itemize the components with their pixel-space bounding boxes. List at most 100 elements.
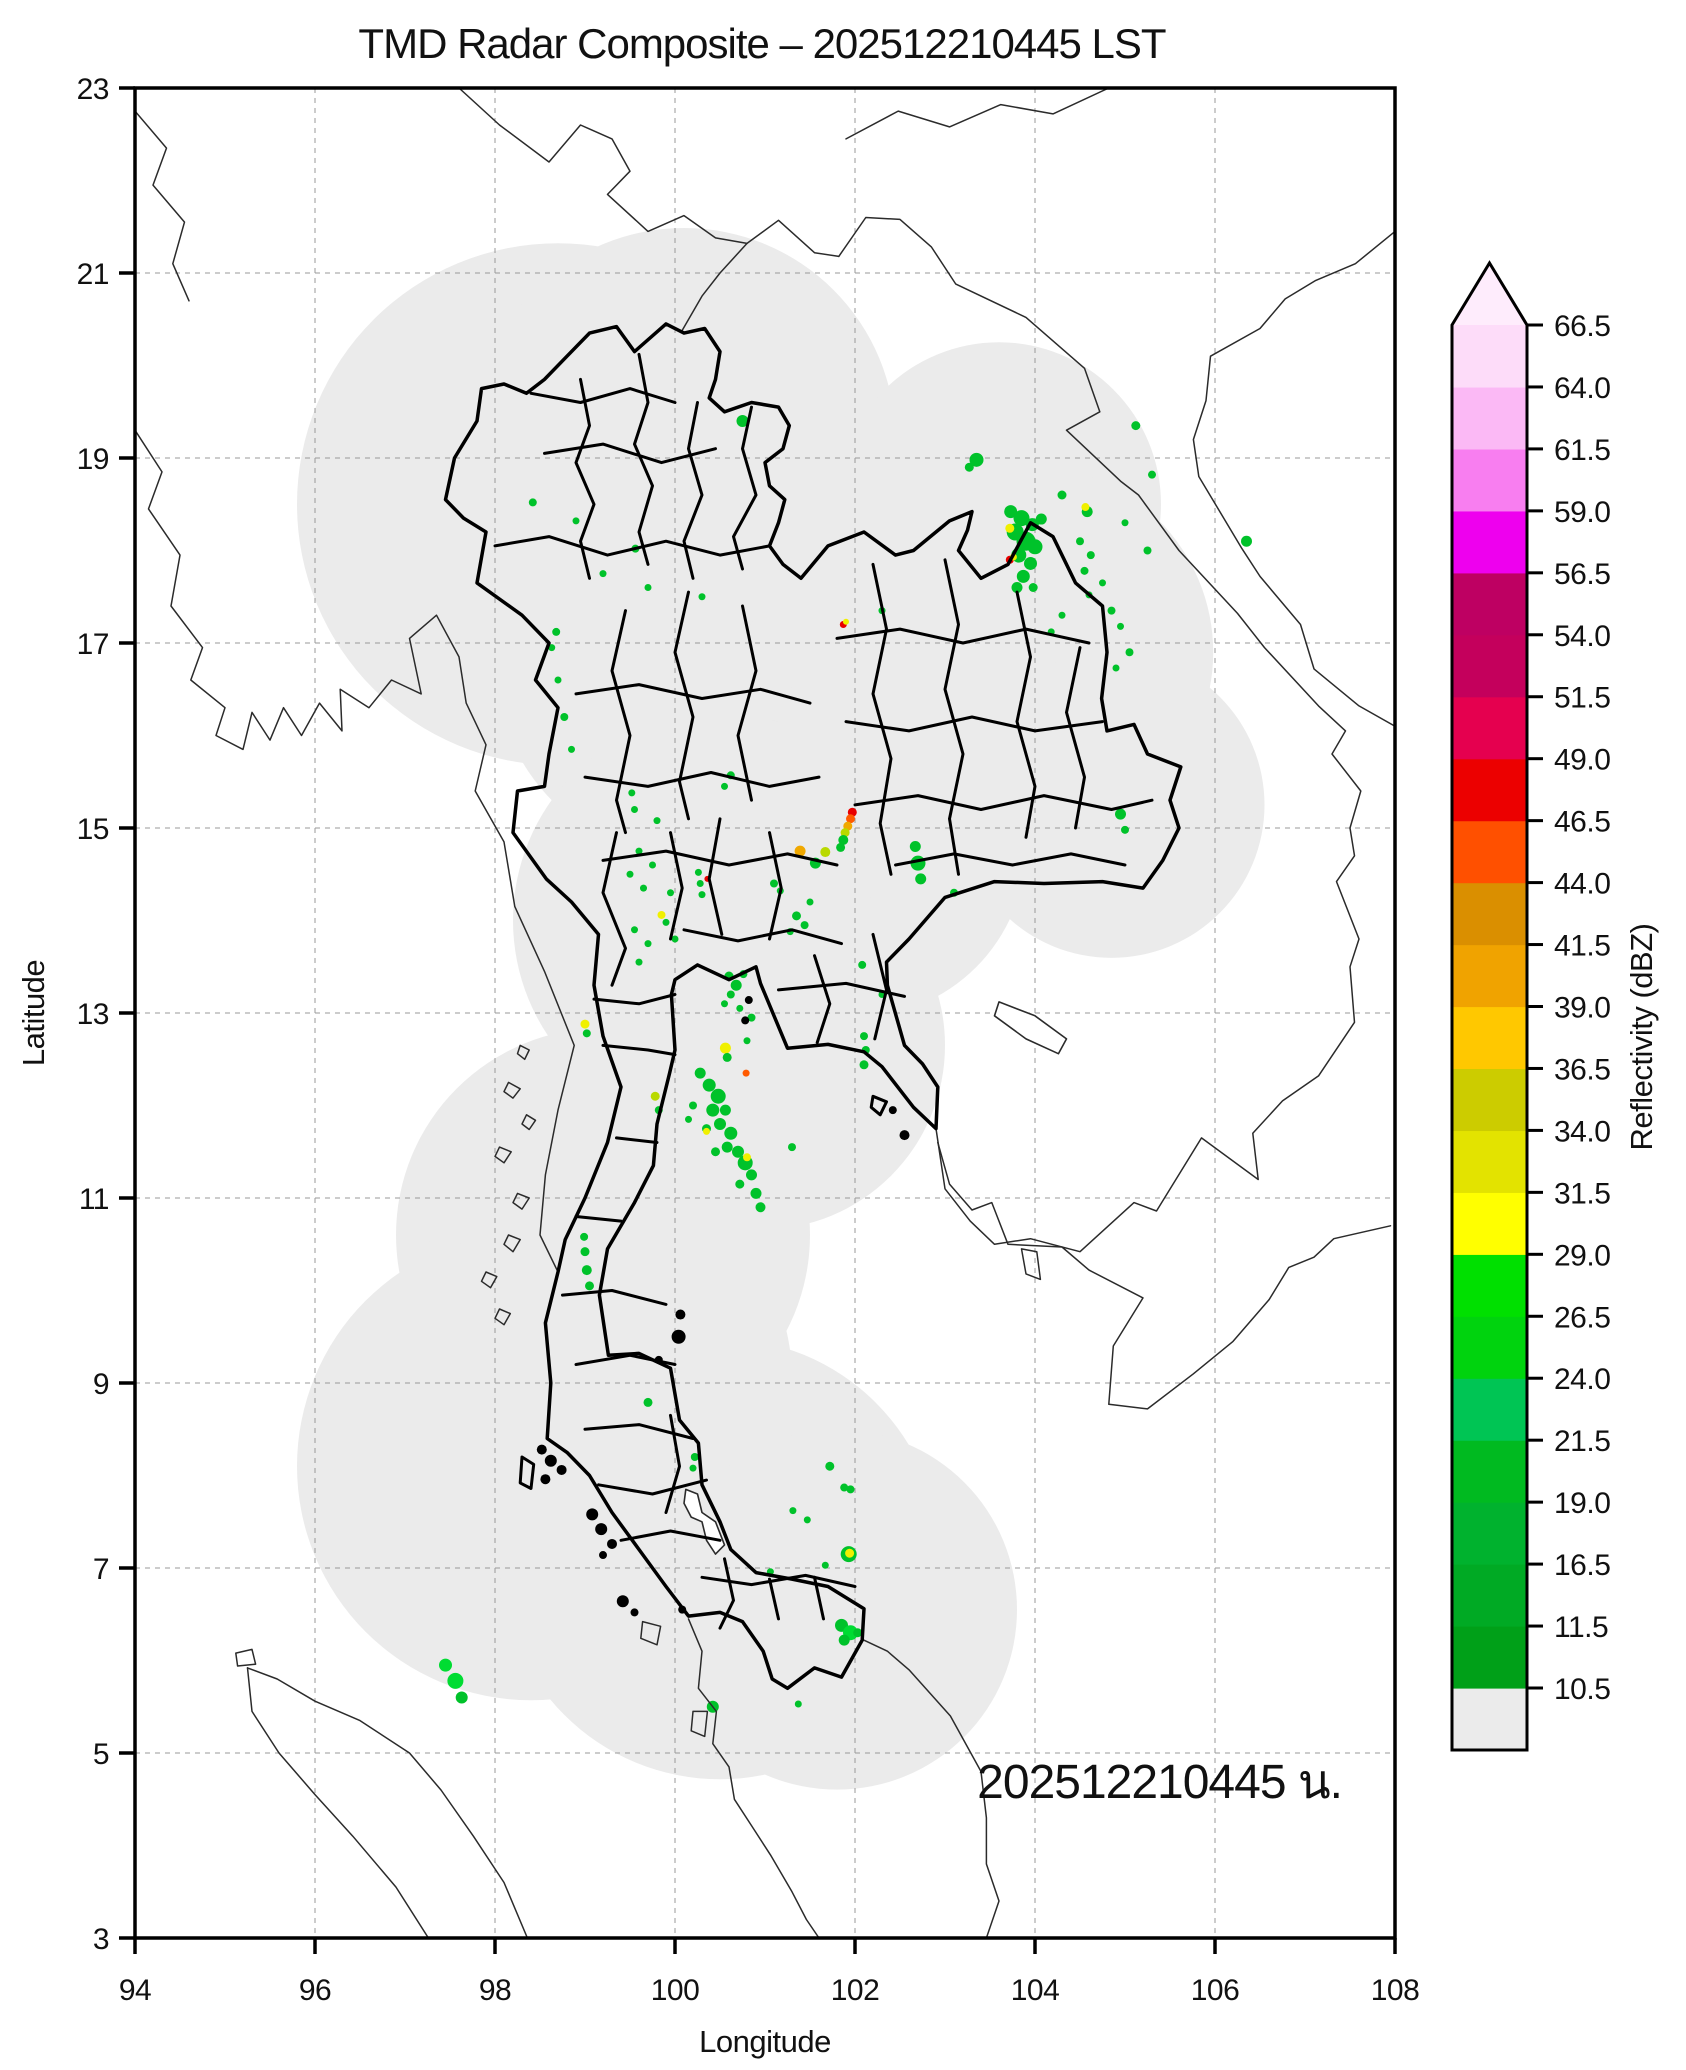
- radar-echo: [1035, 513, 1047, 525]
- radar-echo: [825, 1461, 835, 1471]
- radar-echo: [1131, 421, 1141, 431]
- radar-echo: [836, 842, 846, 852]
- radar-echo: [755, 1202, 766, 1213]
- x-tick-label: 100: [651, 1974, 700, 2007]
- colorbar-tick-label: 26.5: [1554, 1301, 1610, 1334]
- province-border: [601, 849, 839, 867]
- radar-echo: [858, 960, 867, 969]
- radar-echo: [528, 498, 537, 507]
- radar-echo: [1004, 505, 1018, 519]
- island-dot: [671, 1329, 686, 1344]
- lake-outline: [993, 1001, 1068, 1055]
- radar-echo: [859, 1060, 869, 1070]
- radar-echo: [580, 1232, 589, 1241]
- radar-echo: [580, 1019, 590, 1029]
- radar-coverage-circle: [657, 1429, 1017, 1790]
- radar-echo: [696, 880, 704, 887]
- radar-echo: [721, 1000, 728, 1008]
- province-border: [718, 1557, 735, 1630]
- province-border: [592, 993, 677, 1006]
- province-border: [561, 1289, 668, 1306]
- island-outline-thin: [640, 1620, 662, 1646]
- island-outline-thin: [235, 1648, 257, 1667]
- colorbar-segment: [1452, 820, 1527, 884]
- radar-echo: [580, 1247, 590, 1257]
- province-border: [736, 604, 758, 802]
- axes-layer: 94 96 98 100 102 104 106 108 3 5 7 9 11 13 15 17 19 21 23: [77, 73, 1420, 2007]
- y-tick-label: 9: [93, 1368, 109, 1401]
- radar-echo: [1081, 503, 1090, 512]
- y-tick-label: 17: [77, 628, 109, 661]
- radar-echo: [703, 1127, 710, 1135]
- radar-echo: [1107, 606, 1116, 615]
- province-border: [529, 387, 677, 404]
- radar-echo: [1080, 566, 1089, 575]
- radar-echo: [746, 1169, 757, 1181]
- radar-echo: [860, 1032, 868, 1041]
- radar-echo: [599, 570, 607, 578]
- island-dot: [888, 1106, 897, 1115]
- timestamp-label: 202512210445 น.: [977, 1756, 1342, 1809]
- radar-echo: [572, 517, 580, 525]
- radar-echo: [1125, 648, 1134, 657]
- radar-echo: [702, 1078, 716, 1092]
- radar-echo: [843, 618, 849, 625]
- colorbar-tick-label: 61.5: [1554, 434, 1610, 467]
- x-tick-label: 96: [299, 1974, 331, 2007]
- colorbar-tick-label: 64.0: [1554, 372, 1610, 405]
- island-dot: [595, 1523, 608, 1536]
- province-border: [669, 831, 684, 941]
- y-tick-label: 7: [93, 1553, 109, 1586]
- radar-echo: [846, 1485, 855, 1494]
- country-border: [458, 88, 840, 258]
- country-border: [246, 1667, 430, 1938]
- radar-coverage-layer: [297, 228, 1265, 1790]
- radar-echo: [714, 1118, 726, 1130]
- grid-layer: [135, 88, 1395, 1938]
- island-outline-thin: [516, 1044, 530, 1061]
- radar-echo: [735, 1179, 745, 1189]
- y-tick-label: 23: [77, 73, 109, 106]
- radar-echo: [743, 1037, 751, 1045]
- radar-echo: [1028, 583, 1038, 592]
- radar-echo: [964, 462, 974, 472]
- radar-echo: [1143, 546, 1152, 555]
- colorbar-tick-label: 29.0: [1554, 1239, 1610, 1272]
- province-border: [574, 1215, 623, 1223]
- province-border: [493, 535, 771, 557]
- radar-echo: [840, 1483, 849, 1492]
- y-tick-label: 15: [77, 813, 109, 846]
- radar-echo: [722, 1052, 732, 1062]
- island-dot: [616, 1595, 629, 1608]
- radar-echo: [1121, 825, 1129, 834]
- province-border: [835, 627, 1091, 645]
- radar-echo: [631, 926, 638, 934]
- radar-echo: [455, 1691, 468, 1704]
- radar-echo: [732, 1145, 744, 1158]
- colorbar-tick-label: 21.5: [1554, 1425, 1610, 1458]
- radar-echo: [909, 841, 921, 852]
- radar-echo: [585, 1281, 594, 1291]
- colorbar-segment: [1452, 1192, 1527, 1255]
- island-outline-thick: [869, 1094, 888, 1117]
- colorbar-tick-label: 66.5: [1554, 310, 1610, 343]
- colorbar-segment: [1452, 1502, 1527, 1565]
- radar-echo: [736, 415, 749, 427]
- radar-echo: [706, 1103, 720, 1117]
- country-border: [937, 1141, 1392, 1410]
- island-dot: [607, 1538, 617, 1549]
- radar-echo: [650, 1091, 660, 1101]
- y-tick-label: 19: [77, 443, 109, 476]
- radar-echo: [838, 835, 849, 846]
- country-border: [838, 216, 1362, 1253]
- country-border: [1192, 230, 1395, 727]
- x-tick-label: 102: [831, 1974, 880, 2007]
- colorbar-layer: 10.5 11.5 16.5 19.0 21.5 24.0 26.5 29.0 31.5 34.0…: [1450, 260, 1611, 1752]
- country-border-layer: [135, 88, 1395, 1938]
- radar-echo: [548, 644, 556, 652]
- radar-echo: [1112, 664, 1120, 672]
- province-border: [871, 932, 888, 1041]
- island-dot: [678, 1605, 687, 1614]
- radar-echo: [1241, 535, 1252, 547]
